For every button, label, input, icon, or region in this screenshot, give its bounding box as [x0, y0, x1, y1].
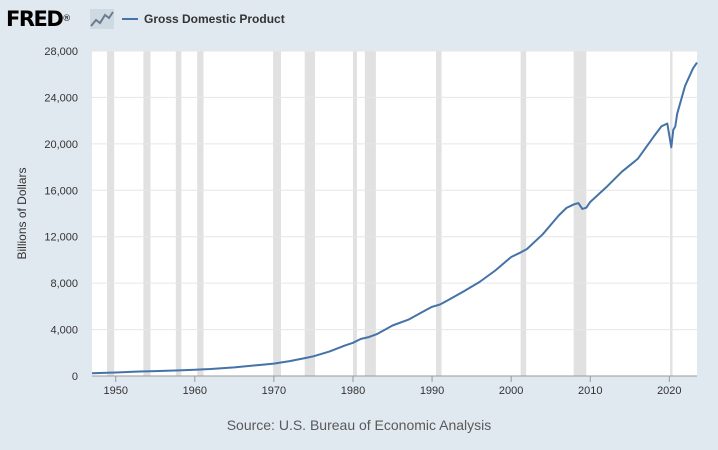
x-tick-label: 1950 — [103, 385, 127, 397]
x-tick-label: 1960 — [183, 385, 207, 397]
plot-area — [92, 51, 697, 376]
x-tick-label: 2020 — [657, 385, 681, 397]
recession-band — [273, 51, 282, 376]
recession-band — [175, 51, 182, 376]
fred-logo[interactable]: FRED® — [6, 6, 71, 32]
logo-mark: ® — [62, 14, 72, 24]
y-tick-label: 0 — [72, 371, 78, 383]
line-chart-icon — [90, 9, 114, 29]
recession-band — [436, 51, 442, 376]
axes: 0 4,000 8,000 12,000 16,000 20,000 24,000 28,00… — [44, 46, 697, 397]
recession-band — [520, 51, 527, 376]
icon-line — [90, 11, 114, 27]
legend-swatch — [122, 18, 138, 20]
recession-bands — [107, 51, 673, 376]
y-tick-label: 20,000 — [44, 139, 78, 151]
x-tick-label: 1990 — [420, 385, 444, 397]
series-line-gdp — [91, 62, 698, 375]
gridlines — [92, 50, 697, 331]
recession-band — [107, 51, 115, 376]
recession-band — [197, 51, 204, 376]
y-tick-label: 8,000 — [50, 278, 78, 290]
x-tick-label: 1980 — [341, 385, 365, 397]
legend-label: Gross Domestic Product — [144, 12, 285, 26]
y-tick-label: 4,000 — [50, 325, 78, 337]
series-layer — [91, 62, 698, 375]
y-axis-title: Billions of Dollars — [15, 167, 29, 259]
x-tick-label: 1970 — [262, 385, 286, 397]
logo-text: FRED — [6, 7, 64, 31]
legend[interactable]: Gross Domestic Product — [122, 11, 285, 27]
recession-band — [304, 51, 316, 376]
recession-band — [573, 51, 587, 376]
source-note: Source: U.S. Bureau of Economic Analysis — [226, 417, 492, 433]
recession-band — [143, 51, 151, 376]
recession-band — [352, 51, 357, 376]
y-tick-label: 24,000 — [44, 92, 78, 104]
y-tick-label: 28,000 — [44, 46, 78, 58]
y-tick-label: 16,000 — [44, 185, 78, 197]
recession-band — [364, 51, 376, 376]
x-tick-label: 2010 — [578, 385, 602, 397]
x-tick-label: 2000 — [499, 385, 523, 397]
y-tick-label: 12,000 — [44, 232, 78, 244]
recession-band — [670, 51, 673, 376]
